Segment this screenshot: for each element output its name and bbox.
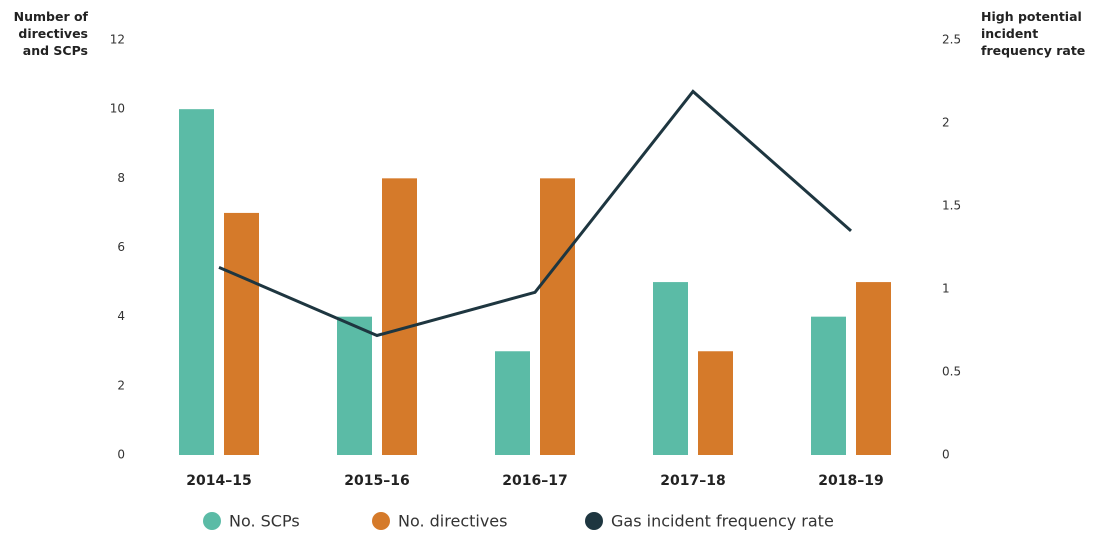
legend-swatch — [203, 512, 221, 530]
x-tick-label: 2017–18 — [660, 473, 725, 489]
x-tick-label: 2016–17 — [502, 473, 567, 489]
bar — [811, 316, 846, 455]
bar — [698, 351, 733, 455]
y2-tick-label: 0 — [942, 448, 950, 462]
x-tick-label: 2014–15 — [186, 473, 251, 489]
bar — [495, 351, 530, 455]
bar — [856, 282, 891, 455]
x-tick-label: 2015–16 — [344, 473, 409, 489]
bar — [653, 282, 688, 455]
x-tick-label: 2018–19 — [818, 473, 883, 489]
legend-swatch — [372, 512, 390, 530]
y-axis-label: Number of directives and SCPs — [13, 9, 88, 58]
y-tick-label: 8 — [117, 171, 125, 185]
legend-swatch — [585, 512, 603, 530]
legend-label: No. directives — [398, 512, 507, 531]
y2-axis-label: High potential incident frequency rate — [981, 9, 1086, 58]
y2-tick-label: 0.5 — [942, 365, 961, 379]
y2-tick-label: 1.5 — [942, 199, 961, 213]
y-tick-label: 0 — [117, 448, 125, 462]
bar — [179, 109, 214, 456]
y2-tick-label: 2 — [942, 116, 950, 130]
line — [218, 89, 852, 338]
y-tick-label: 10 — [110, 102, 125, 116]
y2-tick-label: 2.5 — [942, 33, 961, 47]
y2-tick-label: 1 — [942, 282, 950, 296]
bar — [337, 316, 372, 455]
y-tick-label: 12 — [110, 33, 125, 47]
y-tick-label: 6 — [117, 240, 125, 254]
y-tick-label: 4 — [117, 309, 125, 323]
bar — [224, 212, 259, 455]
legend-label: Gas incident frequency rate — [611, 512, 834, 531]
bar — [382, 178, 417, 456]
y-tick-label: 2 — [117, 378, 125, 392]
bar — [540, 178, 575, 456]
legend-label: No. SCPs — [229, 512, 300, 531]
